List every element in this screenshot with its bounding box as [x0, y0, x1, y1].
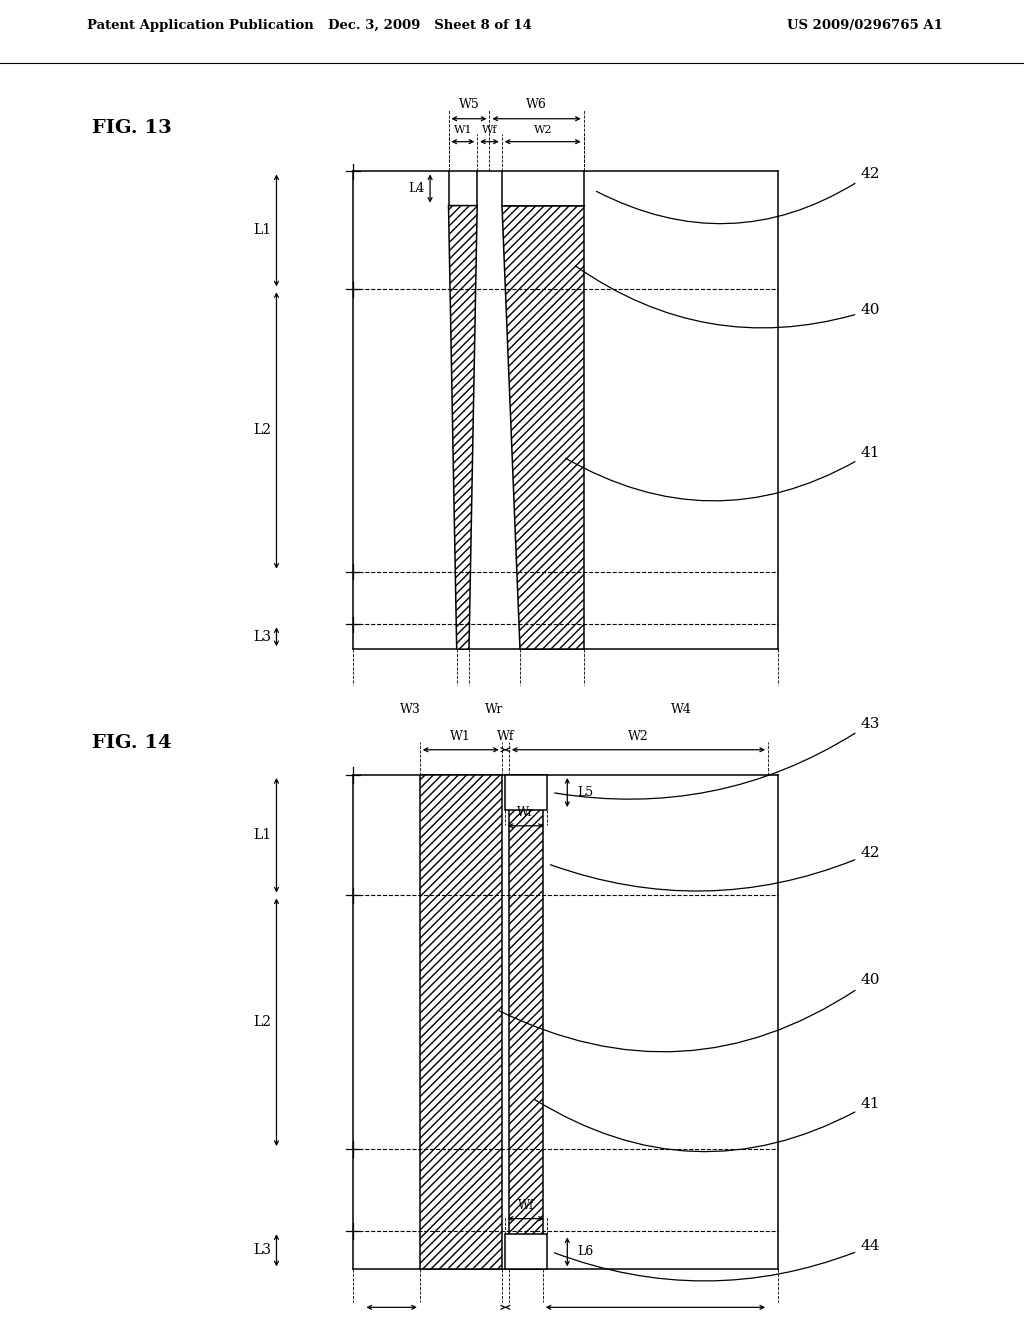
Text: Wr: Wr [485, 704, 504, 717]
Text: L2: L2 [253, 1015, 271, 1030]
Text: 41: 41 [535, 1097, 880, 1151]
Text: 43: 43 [555, 717, 880, 799]
Text: FIG. 14: FIG. 14 [92, 734, 172, 752]
Text: W2: W2 [534, 125, 552, 136]
Text: L1: L1 [253, 828, 271, 842]
Text: Dec. 3, 2009   Sheet 8 of 14: Dec. 3, 2009 Sheet 8 of 14 [328, 18, 532, 32]
Polygon shape [449, 206, 477, 649]
Text: L6: L6 [578, 1245, 594, 1258]
Text: 41: 41 [565, 446, 880, 500]
Text: Patent Application Publication: Patent Application Publication [87, 18, 313, 32]
Text: W6: W6 [526, 98, 547, 111]
Text: Wr: Wr [517, 807, 535, 820]
Text: 42: 42 [596, 166, 880, 223]
Text: W4: W4 [671, 704, 691, 717]
Text: L3: L3 [253, 1243, 271, 1258]
Text: 42: 42 [551, 846, 880, 891]
Text: W1: W1 [454, 125, 472, 136]
Bar [509, 775, 543, 1270]
Bar [505, 775, 547, 810]
Text: L5: L5 [578, 785, 594, 799]
Text: 40: 40 [575, 267, 880, 327]
Text: L4: L4 [409, 182, 425, 195]
Text: 40: 40 [499, 973, 880, 1052]
Text: W1: W1 [451, 730, 471, 743]
Bar [505, 1234, 547, 1270]
Text: 44: 44 [555, 1239, 880, 1280]
Text: W3: W3 [399, 704, 421, 717]
Text: W2: W2 [628, 730, 649, 743]
Text: W5: W5 [459, 98, 479, 111]
Bar [420, 775, 502, 1270]
Text: L2: L2 [253, 424, 271, 437]
Text: L1: L1 [253, 223, 271, 238]
Text: US 2009/0296765 A1: US 2009/0296765 A1 [787, 18, 943, 32]
Text: Wf: Wf [497, 730, 514, 743]
Text: Wf: Wf [518, 1200, 534, 1212]
Text: L3: L3 [253, 630, 271, 644]
Text: Wf: Wf [481, 125, 498, 136]
Text: FIG. 13: FIG. 13 [92, 119, 172, 137]
Polygon shape [502, 206, 584, 649]
